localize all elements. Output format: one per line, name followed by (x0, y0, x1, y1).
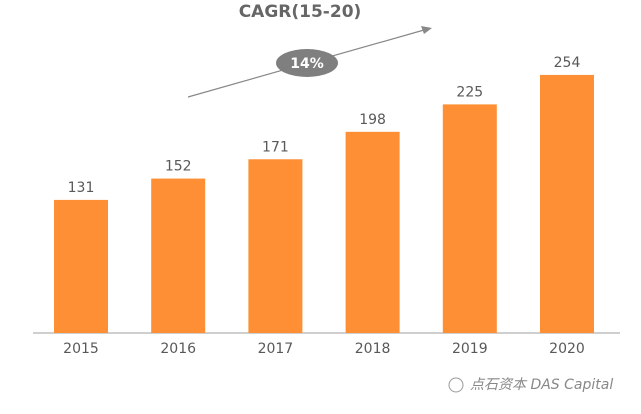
value-label: 225 (456, 84, 483, 100)
value-label: 198 (359, 112, 386, 128)
x-tick-label: 2017 (258, 341, 294, 357)
x-tick-label: 2020 (549, 341, 585, 357)
value-label: 171 (262, 139, 289, 155)
x-tick-label: 2015 (63, 341, 99, 357)
x-tick-label: 2018 (355, 341, 391, 357)
bar (54, 199, 108, 333)
cagr-badge (276, 49, 338, 77)
bar (345, 131, 400, 333)
watermark-icon (448, 377, 464, 393)
x-tick-label: 2019 (452, 341, 488, 357)
arrow-head (421, 26, 432, 34)
bar (540, 74, 594, 333)
chart-title: CAGR(15-20) (239, 2, 362, 22)
bar (442, 104, 497, 334)
x-tick-label: 2016 (160, 341, 196, 357)
value-label: 152 (165, 159, 192, 175)
bar (151, 178, 206, 333)
value-label: 254 (554, 55, 581, 71)
value-label: 131 (68, 180, 95, 196)
cagr-label: 14% (290, 56, 324, 72)
watermark: 点石资本 DAS Capital (470, 377, 613, 393)
bar (248, 159, 303, 333)
